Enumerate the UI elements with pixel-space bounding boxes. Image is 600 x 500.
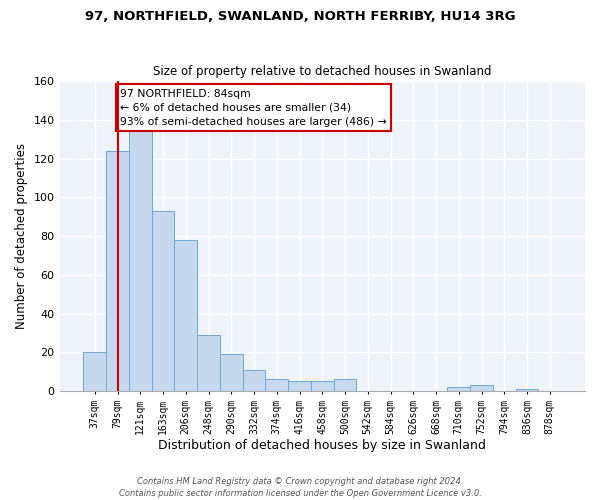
Bar [197,335,220,391]
Bar [83,352,106,391]
Bar [515,389,538,391]
Y-axis label: Number of detached properties: Number of detached properties [15,143,28,329]
Bar [220,354,242,391]
Bar [265,380,288,391]
Bar [448,387,470,391]
Bar [288,382,311,391]
Text: 97 NORTHFIELD: 84sqm
← 6% of detached houses are smaller (34)
93% of semi-detach: 97 NORTHFIELD: 84sqm ← 6% of detached ho… [120,89,387,127]
Bar [175,240,197,391]
Bar [470,385,493,391]
Bar [152,211,175,391]
Title: Size of property relative to detached houses in Swanland: Size of property relative to detached ho… [153,66,491,78]
Bar [311,382,334,391]
Bar [129,132,152,391]
X-axis label: Distribution of detached houses by size in Swanland: Distribution of detached houses by size … [158,440,486,452]
Text: 97, NORTHFIELD, SWANLAND, NORTH FERRIBY, HU14 3RG: 97, NORTHFIELD, SWANLAND, NORTH FERRIBY,… [85,10,515,23]
Bar [106,151,129,391]
Bar [334,380,356,391]
Text: Contains HM Land Registry data © Crown copyright and database right 2024.
Contai: Contains HM Land Registry data © Crown c… [119,476,481,498]
Bar [242,370,265,391]
